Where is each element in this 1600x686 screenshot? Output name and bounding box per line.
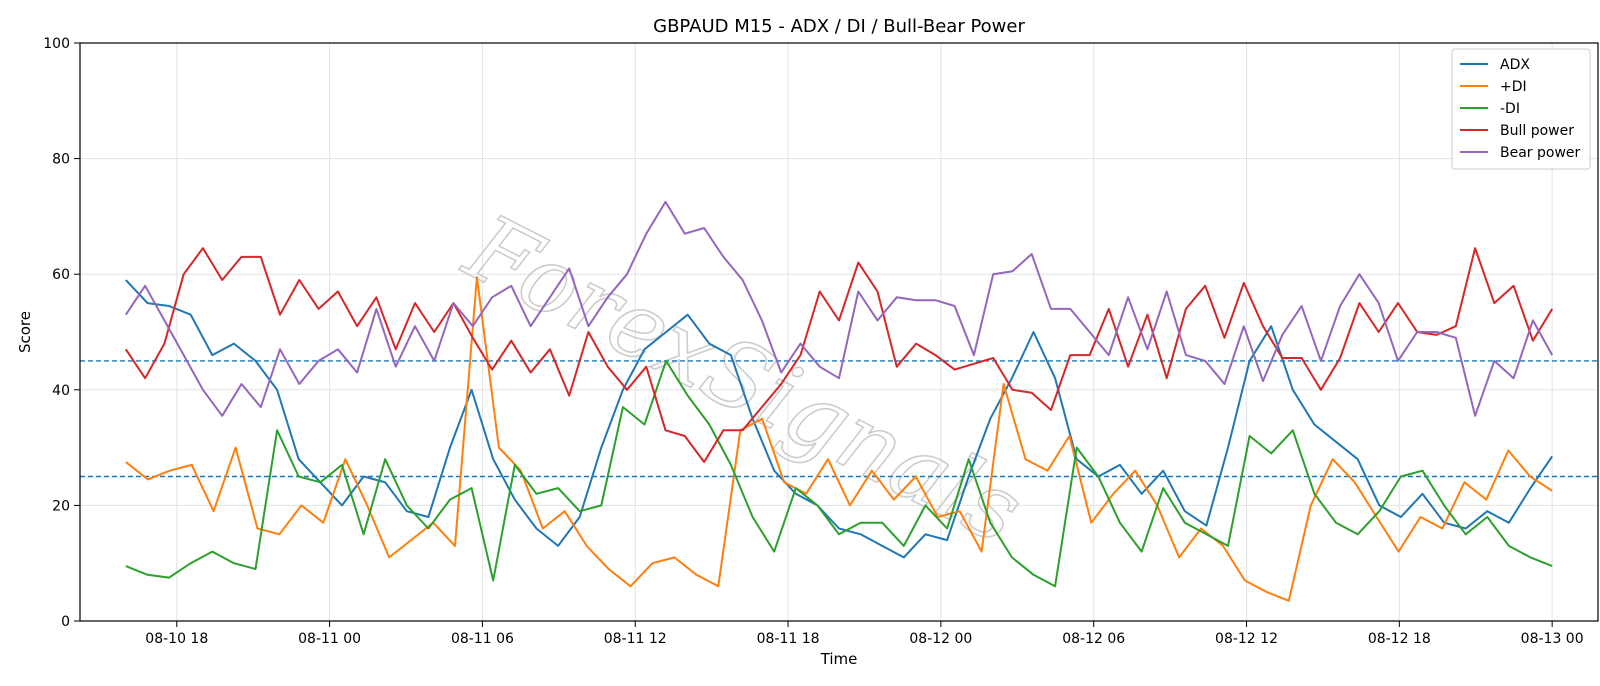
reference-lines <box>80 360 1598 478</box>
series-line-di <box>125 359 1553 588</box>
x-tick-label: 08-11 06 <box>451 631 514 647</box>
x-tick-label: 08-12 06 <box>1062 631 1125 647</box>
plot-frame <box>79 42 1599 622</box>
legend: ADX +DI -DI Bull power Bear power <box>1451 48 1591 170</box>
series-line-di <box>125 276 1553 602</box>
series-line-bull-power <box>124 247 1554 463</box>
x-tick-label: 08-10 18 <box>145 631 208 647</box>
x-tick-label: 08-12 12 <box>1215 631 1278 647</box>
x-axis-label: Time <box>820 650 858 668</box>
y-tick-label: 80 <box>52 152 70 168</box>
y-axis-label: Score <box>16 311 34 353</box>
x-tick-label: 08-13 00 <box>1521 631 1584 647</box>
series <box>124 200 1554 602</box>
y-tick-label: 0 <box>61 614 70 630</box>
grid <box>80 42 1598 622</box>
legend-label: -DI <box>1500 101 1520 117</box>
y-tick-label: 40 <box>52 383 70 399</box>
x-tick-label: 08-11 18 <box>757 631 820 647</box>
legend-box <box>1451 48 1591 170</box>
x-axis: 08-10 18 08-11 00 08-11 06 08-11 12 08-11 18… <box>145 621 1584 647</box>
chart-title: GBPAUD M15 - ADX / DI / Bull-Bear Power <box>653 16 1025 37</box>
x-tick-label: 08-11 12 <box>604 631 667 647</box>
legend-label: Bull power <box>1500 123 1574 139</box>
y-tick-label: 20 <box>52 498 70 514</box>
series-line-adx <box>125 279 1554 559</box>
y-tick-label: 100 <box>43 36 70 52</box>
y-axis: 0 20 40 60 80 100 <box>43 36 80 630</box>
x-tick-label: 08-11 00 <box>298 631 361 647</box>
x-tick-label: 08-12 00 <box>909 631 972 647</box>
series-line-bear-power <box>124 200 1554 417</box>
x-tick-label: 08-12 18 <box>1368 631 1431 647</box>
legend-label: Bear power <box>1500 145 1581 161</box>
legend-label: ADX <box>1500 57 1530 73</box>
y-tick-label: 60 <box>52 267 70 283</box>
legend-label: +DI <box>1500 79 1527 95</box>
